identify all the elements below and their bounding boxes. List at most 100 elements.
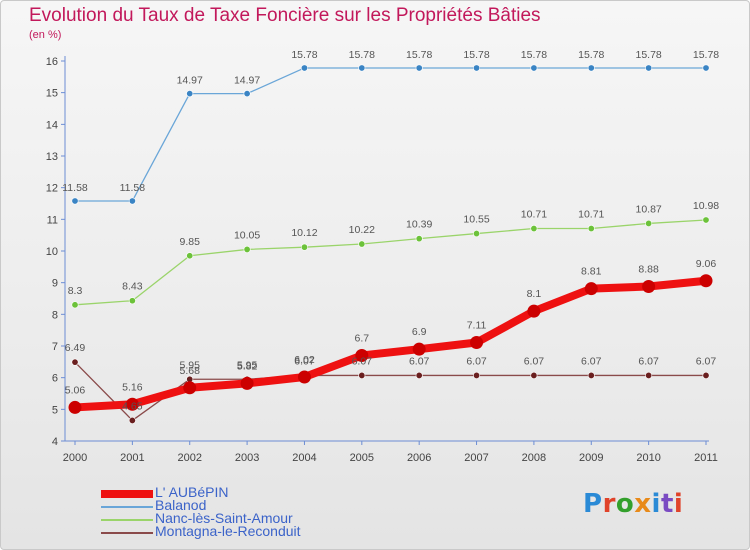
data-label: 8.43 — [122, 281, 143, 293]
data-label: 5.82 — [237, 360, 258, 372]
x-tick-label: 2000 — [63, 452, 87, 464]
legend-swatch — [101, 519, 153, 521]
logo-letter: t — [660, 489, 674, 519]
x-tick-label: 2004 — [292, 452, 316, 464]
data-point — [530, 64, 538, 72]
chart-title: Evolution du Taux de Taxe Foncière sur l… — [29, 5, 541, 26]
logo-letter: i — [673, 489, 684, 519]
legend-swatch — [101, 532, 153, 534]
data-point — [358, 371, 366, 379]
data-point — [584, 282, 598, 296]
data-label: 15.78 — [291, 49, 317, 61]
data-point — [587, 64, 595, 72]
y-tick-label: 12 — [46, 183, 58, 195]
x-tick-label: 2011 — [694, 452, 718, 464]
legend-label: Nanc-lès-Saint-Amour — [155, 510, 293, 526]
data-label: 15.78 — [693, 49, 719, 61]
y-tick-label: 7 — [52, 341, 58, 353]
x-tick-label: 2003 — [235, 452, 259, 464]
x-tick-label: 2002 — [177, 452, 201, 464]
data-label: 10.71 — [578, 209, 604, 221]
x-tick-label: 2006 — [407, 452, 431, 464]
data-label: 15.78 — [349, 49, 375, 61]
data-label: 6.07 — [294, 355, 315, 367]
data-point — [470, 336, 484, 350]
data-point — [297, 370, 311, 384]
data-label: 5.16 — [122, 381, 143, 393]
y-tick-label: 16 — [46, 56, 58, 68]
data-point — [587, 371, 595, 379]
legend-label: Montagna-le-Reconduit — [155, 523, 301, 539]
data-label: 10.55 — [463, 214, 489, 226]
logo-letter: o — [615, 489, 635, 519]
data-label: 10.12 — [291, 227, 317, 239]
data-point — [702, 64, 710, 72]
data-point — [68, 400, 82, 414]
data-label: 6.07 — [466, 355, 487, 367]
data-point — [183, 381, 197, 395]
y-tick-label: 14 — [46, 119, 58, 131]
data-point — [71, 301, 79, 309]
y-tick-label: 4 — [52, 436, 58, 448]
data-point — [128, 416, 136, 424]
data-label: 6.07 — [638, 355, 659, 367]
data-label: 8.1 — [527, 288, 542, 300]
data-label: 6.07 — [352, 355, 373, 367]
data-point — [300, 243, 308, 251]
y-tick-label: 11 — [47, 214, 58, 226]
data-point — [587, 225, 595, 233]
data-point — [358, 240, 366, 248]
data-point — [645, 219, 653, 227]
data-point — [645, 371, 653, 379]
data-label: 11.58 — [120, 182, 146, 194]
data-point — [530, 225, 538, 233]
y-tick-label: 15 — [46, 88, 58, 100]
y-tick-label: 9 — [52, 278, 58, 290]
data-point — [415, 371, 423, 379]
data-label: 6.9 — [412, 326, 427, 338]
data-point — [645, 64, 653, 72]
logo-letter: r — [602, 489, 616, 519]
data-point — [702, 216, 710, 224]
data-point — [530, 371, 538, 379]
data-label: 8.81 — [581, 266, 602, 278]
y-tick-label: 10 — [46, 246, 58, 258]
legend-label: Balanod — [155, 497, 207, 513]
data-label: 10.98 — [693, 200, 719, 212]
data-label: 8.88 — [638, 263, 659, 275]
data-label: 5.95 — [180, 359, 201, 371]
series-line — [74, 361, 707, 422]
y-tick-label: 5 — [52, 404, 58, 416]
x-tick-label: 2010 — [636, 452, 660, 464]
logo-letter: x — [634, 489, 652, 519]
data-label: 15.78 — [406, 49, 432, 61]
proxiti-logo: Proxiti — [583, 489, 683, 519]
data-label: 10.39 — [406, 219, 432, 231]
data-label: 6.07 — [409, 355, 430, 367]
x-tick-label: 2005 — [350, 452, 374, 464]
data-point — [243, 90, 251, 98]
y-tick-label: 13 — [46, 151, 58, 163]
data-point — [71, 197, 79, 205]
data-point — [415, 235, 423, 243]
data-label: 5.68 — [180, 365, 201, 377]
data-point — [243, 245, 251, 253]
data-label: 6.07 — [696, 355, 717, 367]
logo-letter: P — [583, 489, 603, 519]
data-label: 6.49 — [65, 342, 86, 354]
data-label: 15.78 — [578, 49, 604, 61]
data-point — [699, 274, 713, 288]
data-label: 14.97 — [177, 75, 203, 87]
data-point — [358, 64, 366, 72]
data-label: 7.11 — [467, 320, 487, 332]
data-label: 14.97 — [234, 75, 260, 87]
y-tick-label: 6 — [52, 373, 58, 385]
x-tick-label: 2009 — [579, 452, 603, 464]
data-label: 10.22 — [349, 224, 375, 236]
data-label: 15.78 — [463, 49, 489, 61]
data-point — [128, 197, 136, 205]
data-label: 6.07 — [581, 355, 602, 367]
data-point — [355, 349, 369, 362]
data-label: 15.78 — [635, 49, 661, 61]
